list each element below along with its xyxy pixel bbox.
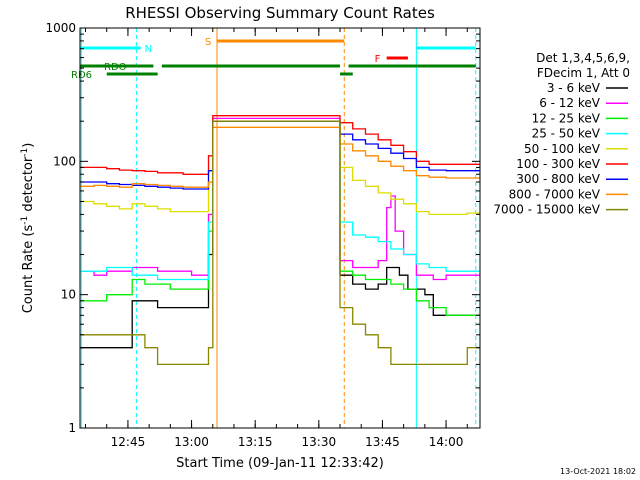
y-tick-label: 10 <box>61 288 76 302</box>
series-line-300-800 <box>80 120 480 190</box>
legend-label-100-300: 100 - 300 keV <box>516 157 600 171</box>
legend-label-50-100: 50 - 100 keV <box>524 142 601 156</box>
series-line-25-50 <box>80 120 480 281</box>
x-tick-label: 13:00 <box>174 435 209 449</box>
x-tick-label: 13:30 <box>302 435 337 449</box>
series-line-3-6 <box>80 120 480 349</box>
footer-date: 13-Oct-2021 18:02 <box>560 467 636 476</box>
y-axis-label-sup2: -1 <box>20 148 30 157</box>
legend: Det 1,3,4,5,6,9, FDecim 1, Att 0 3 - 6 k… <box>493 51 630 217</box>
flag-label-f: F <box>375 54 381 65</box>
legend-label-800-7000: 800 - 7000 keV <box>509 187 601 201</box>
series-line-100-300 <box>80 115 480 175</box>
flag-bars: N S F RDO RD6 <box>71 37 476 81</box>
series-line-800-7000 <box>80 126 480 188</box>
series-line-6-12 <box>80 117 480 281</box>
legend-label-12-25: 12 - 25 keV <box>532 111 601 125</box>
series-line-12-25 <box>80 120 480 316</box>
legend-label-25-50: 25 - 50 keV <box>532 127 601 141</box>
series-lines <box>80 115 480 366</box>
x-axis-label: Start Time (09-Jan-11 12:33:42) <box>176 456 384 471</box>
y-axis-label-tail: detector <box>21 156 36 216</box>
x-tick-label: 14:00 <box>429 435 464 449</box>
x-tick-label: 13:45 <box>365 435 400 449</box>
legend-label-6-12: 6 - 12 keV <box>539 96 601 110</box>
legend-label-7000-15000: 7000 - 15000 keV <box>493 203 600 217</box>
legend-label-300-800: 300 - 800 keV <box>516 172 600 186</box>
legend-label-3-6: 3 - 6 keV <box>547 81 601 95</box>
y-tick-label: 100 <box>53 154 76 168</box>
flag-label-rdo: RDO <box>104 62 127 73</box>
y-tick-label: 1 <box>68 421 76 435</box>
y-tick-label: 1000 <box>45 21 76 35</box>
x-tick-label: 12:45 <box>111 435 146 449</box>
legend-title-line-2: FDecim 1, Att 0 <box>537 66 630 80</box>
y-axis-label-close: ) <box>21 143 36 148</box>
legend-title-line-1: Det 1,3,4,5,6,9, <box>536 51 630 65</box>
flag-label-n: N <box>145 44 152 55</box>
chart-title: RHESSI Observing Summary Count Rates <box>125 4 435 22</box>
y-axis-label-main: Count Rate (s <box>21 225 36 314</box>
x-axis: 12:45 13:00 13:15 13:30 13:45 14:00 <box>85 28 468 449</box>
y-axis: 1 10 100 1000 <box>45 21 480 435</box>
series-line-7000-15000 <box>80 120 480 366</box>
y-axis-label-sup: -1 <box>20 216 30 225</box>
plot-area: N S F RDO RD6 <box>71 28 480 428</box>
y-axis-label: Count Rate (s-1 detector-1) <box>20 143 36 314</box>
flag-label-rd6: RD6 <box>71 70 92 81</box>
flag-label-s: S <box>205 37 211 48</box>
plot-frame <box>79 27 481 429</box>
x-tick-label: 13:15 <box>238 435 273 449</box>
event-markers <box>80 28 477 428</box>
